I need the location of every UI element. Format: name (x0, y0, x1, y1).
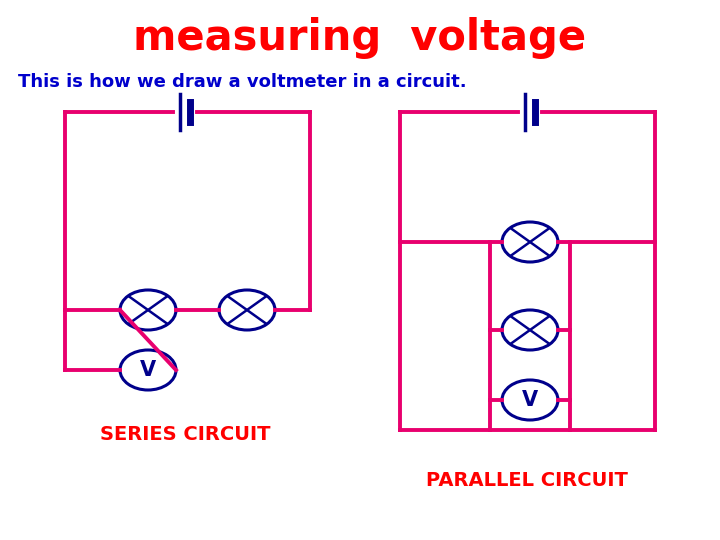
Text: PARALLEL CIRCUIT: PARALLEL CIRCUIT (426, 470, 628, 489)
Text: V: V (140, 360, 156, 380)
Text: V: V (522, 390, 538, 410)
Text: SERIES CIRCUIT: SERIES CIRCUIT (100, 426, 270, 444)
Text: measuring  voltage: measuring voltage (133, 17, 587, 59)
Text: This is how we draw a voltmeter in a circuit.: This is how we draw a voltmeter in a cir… (18, 73, 467, 91)
